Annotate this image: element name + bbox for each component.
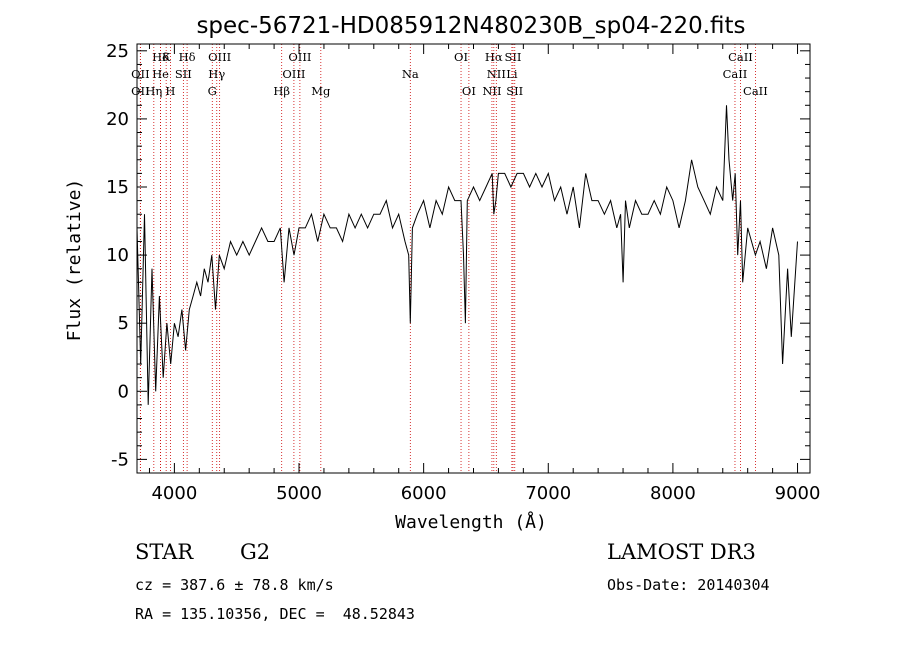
spectral-line-label: NII: [482, 84, 501, 98]
x-tick-label: 8000: [650, 483, 696, 504]
y-tick-label: 10: [106, 245, 129, 266]
spectral-line-label: CaII: [728, 50, 753, 64]
survey-name: LAMOST DR3: [607, 540, 756, 564]
spectral-line-label: OI: [454, 50, 468, 64]
spectral-line-label: OI: [462, 84, 476, 98]
spectral-line-label: He: [152, 67, 169, 81]
spectral-line-label: Hη: [145, 84, 162, 98]
spectral-line-label: CaII: [743, 84, 768, 98]
plot-frame: [136, 43, 811, 474]
y-tick-label: 5: [118, 313, 129, 334]
velocity-readout: cz = 387.6 ± 78.8 km/s: [135, 576, 334, 594]
spectral-line-label: NII: [487, 67, 506, 81]
spectral-line-label: Hβ: [273, 84, 290, 98]
spectral-line-label: OIII: [208, 50, 231, 64]
spectral-line-label: Hδ: [179, 50, 196, 64]
x-tick-label: 5000: [276, 483, 322, 504]
spectral-line-label: OIII: [282, 67, 305, 81]
spectral-line-label: Li: [506, 67, 518, 81]
y-axis-label: Flux (relative): [64, 179, 85, 342]
y-tick-label: 25: [106, 41, 129, 62]
spectral-line-label: OIII: [288, 50, 311, 64]
x-tick-label: 7000: [525, 483, 571, 504]
observation-date: Obs-Date: 20140304: [607, 576, 770, 594]
spectral-line-label: SII: [506, 84, 523, 98]
x-tick-label: 6000: [401, 483, 447, 504]
spectral-line-label: K: [162, 50, 171, 64]
y-tick-label: 20: [106, 109, 129, 130]
object-class: STAR: [135, 540, 194, 564]
y-tick-label: 0: [118, 381, 129, 402]
x-tick-label: 4000: [151, 483, 197, 504]
spectral-line-label: Hγ: [208, 67, 225, 81]
spectral-line-label: Hα: [485, 50, 503, 64]
spectral-line-label: G: [208, 84, 217, 98]
spectral-line-label: SII: [175, 67, 192, 81]
spectral-line-label: H: [165, 84, 175, 98]
y-tick-label: -5: [111, 449, 129, 470]
chart-title: spec-56721-HD085912N480230B_sp04-220.fit…: [196, 13, 745, 39]
x-axis-label: Wavelength (Å): [395, 511, 547, 533]
spectral-line-label: Na: [402, 67, 419, 81]
spectrum-line: [136, 105, 798, 405]
spectrum-series: [136, 105, 798, 405]
spectral-line-label: OII: [131, 84, 150, 98]
spectral-line-label: Mg: [311, 84, 331, 98]
object-subclass: G2: [240, 540, 271, 564]
axis-ticks: 4000 5000 6000 7000 8000 9000 -5 0 5 10 15 20 25: [106, 41, 820, 504]
x-tick-label: 9000: [775, 483, 821, 504]
spectral-line-label: CaII: [723, 67, 748, 81]
coordinates-readout: RA = 135.10356, DEC = 48.52843: [135, 605, 415, 623]
y-tick-label: 15: [106, 177, 129, 198]
spectral-line-label: SII: [505, 50, 522, 64]
